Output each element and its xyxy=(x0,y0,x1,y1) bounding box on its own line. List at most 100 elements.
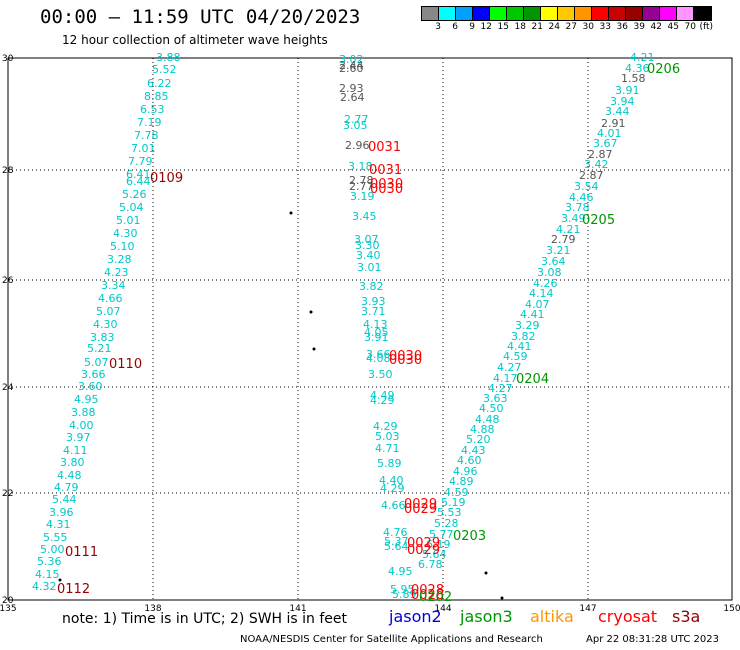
wave-height-label: 3.66 xyxy=(81,368,106,381)
wave-height-label: 4.15 xyxy=(35,568,60,581)
wave-height-label: 5.07 xyxy=(84,356,109,369)
credit-footer: NOAA/NESDIS Center for Satellite Applica… xyxy=(240,634,543,645)
color-scale-labels: 3 6 9 12 15 18 21 24 27 30 33 36 39 42 45 70 (ft) xyxy=(421,22,740,34)
satellite-legend-jason3: jason3 xyxy=(460,607,513,626)
wave-height-label: 3.54 xyxy=(574,180,599,193)
island-dot xyxy=(312,347,316,351)
wave-height-label: 5.26 xyxy=(122,188,147,201)
color-scale-label: 33 xyxy=(599,22,611,32)
wave-height-label: 4.41 xyxy=(507,340,532,353)
note-legend-row: note: 1) Time is in UTC; 2) SWH is in fe… xyxy=(62,611,347,627)
color-scale-label: 30 xyxy=(582,22,594,32)
color-scale-label: 42 xyxy=(650,22,662,32)
wave-height-label: 3.88 xyxy=(156,51,181,64)
wave-height-label: 7.19 xyxy=(137,116,162,129)
wave-height-label: 3.82 xyxy=(511,330,536,343)
latitude-tick-label: 22 xyxy=(2,489,13,499)
satellite-legend-altika: altika xyxy=(530,607,574,626)
wave-height-label: 4.71 xyxy=(375,442,400,455)
wave-height-label: 3.08 xyxy=(537,266,562,279)
units-note: note: 1) Time is in UTC; 2) SWH is in fe… xyxy=(62,611,348,627)
color-swatch xyxy=(660,7,677,20)
wave-height-label: 4.29 xyxy=(380,482,405,495)
color-swatch xyxy=(490,7,507,20)
wave-height-label: 4.66 xyxy=(98,292,123,305)
pass-time-label: 0031 xyxy=(369,163,402,178)
pass-time-label: 0029 xyxy=(404,497,437,512)
wave-height-label: 4.41 xyxy=(520,308,545,321)
wave-height-label: 4.00 xyxy=(69,419,94,432)
wave-height-label: 5.20 xyxy=(466,433,491,446)
pass-time-label: 0030 xyxy=(389,349,422,364)
color-swatch xyxy=(473,7,490,20)
wave-height-label: 3.40 xyxy=(356,249,381,262)
island-dot xyxy=(309,310,313,314)
pass-time-label: 0029 xyxy=(407,543,440,558)
wave-height-label: 5.04 xyxy=(119,201,144,214)
pass-time-label: 0028 xyxy=(411,583,444,598)
wave-height-label: 5.53 xyxy=(437,506,462,519)
wave-height-label: 4.17 xyxy=(493,372,518,385)
wave-height-label: 4.27 xyxy=(497,361,522,374)
wave-height-label: 2.60 xyxy=(339,62,364,75)
wave-height-label: 3.64 xyxy=(541,255,566,268)
wave-height-label: 3.21 xyxy=(546,244,571,257)
wave-height-label: 4.29 xyxy=(370,394,395,407)
wave-height-label: 4.21 xyxy=(556,223,581,236)
wave-height-label: 6.53 xyxy=(140,103,165,116)
pass-time-label: 0204 xyxy=(516,372,549,387)
generation-timestamp: Apr 22 08:31:28 UTC 2023 xyxy=(586,634,719,645)
pass-time-label: 0110 xyxy=(109,357,142,372)
wave-height-label: 4.31 xyxy=(46,518,71,531)
wave-height-label: 3.96 xyxy=(49,506,74,519)
wave-height-label: 3.66 xyxy=(366,348,391,361)
wave-height-label: 5.01 xyxy=(116,214,141,227)
color-swatch xyxy=(507,7,524,20)
wave-height-label: 3.88 xyxy=(71,406,96,419)
wave-height-label: 5.64 xyxy=(422,548,447,561)
wave-height-label: 6.19 xyxy=(426,538,451,551)
wave-height-label: 5.10 xyxy=(110,240,135,253)
wave-height-label: 2.78 xyxy=(349,174,374,187)
pass-time-label: 0030 xyxy=(370,177,403,192)
wave-height-label: 6.41 xyxy=(126,168,151,181)
wave-height-label: 6.44 xyxy=(126,175,151,188)
wave-height-values: 3.885.526.228.856.537.197.787.017.796.41… xyxy=(32,51,655,601)
wave-height-label: 4.21 xyxy=(630,51,655,64)
wave-height-label: 3.49 xyxy=(561,212,586,225)
wave-height-label: 3.67 xyxy=(593,137,618,150)
wave-height-label: 3.63 xyxy=(483,392,508,405)
wave-height-label: 3.34 xyxy=(101,279,126,292)
wave-height-label: 3.83 xyxy=(90,331,115,344)
wave-height-label: 5.64 xyxy=(384,540,409,553)
color-scale-label: 9 xyxy=(469,22,475,32)
wave-height-label: 4.01 xyxy=(597,127,622,140)
color-swatch xyxy=(677,7,694,20)
wave-height-label: 3.01 xyxy=(357,261,382,274)
wave-height-label: 6.22 xyxy=(147,77,172,90)
longitude-tick-label: 138 xyxy=(144,604,161,614)
wave-height-label: 2.79 xyxy=(551,233,576,246)
wave-height-label: 3.05 xyxy=(343,119,368,132)
latitude-tick-label: 20 xyxy=(2,596,14,606)
island-dot xyxy=(484,571,488,575)
wave-height-label: 3.02 xyxy=(339,53,364,66)
color-scale-label: 70 xyxy=(684,22,696,32)
pass-time-labels: 0109011001110112003100310030003000300030… xyxy=(57,62,680,605)
longitude-tick-label: 150 xyxy=(723,604,740,614)
wave-height-label: 4.48 xyxy=(57,469,82,482)
wave-height-label: 4.46 xyxy=(569,191,594,204)
wave-height-label: 4.59 xyxy=(444,486,469,499)
color-swatch xyxy=(439,7,456,20)
color-scale-label: 21 xyxy=(531,22,543,32)
pass-time-label: 0206 xyxy=(647,62,680,77)
wave-height-label: 4.08 xyxy=(366,352,391,365)
pass-time-label: 0029 xyxy=(404,502,437,517)
wave-height-label: 4.88 xyxy=(470,423,495,436)
longitude-tick-label: 141 xyxy=(289,604,306,614)
longitude-tick-label: 135 xyxy=(0,604,17,614)
pass-time-label: 0203 xyxy=(453,529,486,544)
wave-height-label: 5.52 xyxy=(152,63,177,76)
wave-height-label: 2.44 xyxy=(339,59,364,72)
wave-height-label: 2.91 xyxy=(601,117,626,130)
